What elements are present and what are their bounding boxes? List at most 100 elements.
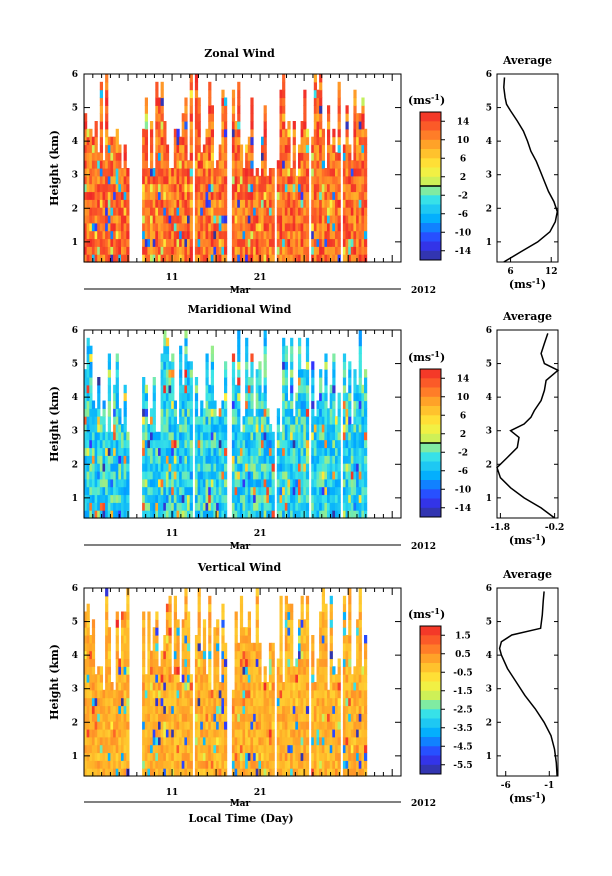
colorbar-band <box>420 195 441 205</box>
y-axis-label: Height (km) <box>48 386 61 462</box>
heatmap-field <box>84 330 368 519</box>
colorbar-band <box>420 250 441 261</box>
profile-y-tick-label: 5 <box>486 104 492 114</box>
colorbar-band <box>420 176 441 187</box>
colorbar-band <box>420 672 441 682</box>
colorbar-band <box>420 470 441 481</box>
month-label: Mar <box>230 286 251 296</box>
colorbar-unit-label: (ms-1) <box>408 606 445 621</box>
profile-y-tick-label: 2 <box>486 460 492 470</box>
colorbar-band <box>420 755 441 766</box>
colorbar-frame <box>419 625 442 775</box>
colorbar-band <box>420 158 441 168</box>
y-axis-label: Height (km) <box>48 130 61 206</box>
profile-x-label: (ms-1) <box>509 276 546 291</box>
y-tick-label: 6 <box>72 326 78 336</box>
profile-y-tick-label: 6 <box>486 70 492 80</box>
month-label: Mar <box>230 542 251 552</box>
colorbar-tick-label: 2 <box>460 430 466 440</box>
colorbar-tick-label: -4.5 <box>453 742 472 752</box>
profile-y-tick-label: 4 <box>486 393 492 403</box>
colorbar-band <box>420 139 441 150</box>
y-tick-label: 4 <box>72 137 78 147</box>
colorbar-band <box>420 480 441 490</box>
colorbar-unit-label: (ms-1) <box>408 92 445 107</box>
colorbar-band <box>420 121 441 131</box>
x-tick-label: 11 <box>166 273 179 283</box>
profile-y-tick-label: 4 <box>486 137 492 147</box>
x-tick-label: 21 <box>254 273 267 283</box>
y-tick-label: 3 <box>72 171 78 181</box>
colorbar-band <box>420 406 441 416</box>
year-label: 2012 <box>411 542 436 552</box>
profile-frame <box>496 73 559 263</box>
colorbar-band <box>420 424 441 435</box>
colorbar-tick-label: -0.5 <box>453 668 472 678</box>
colorbar-unit-label: (ms-1) <box>408 349 445 364</box>
panel-title: Maridional Wind <box>188 303 292 316</box>
average-profile: Average 1 2 3 4 5 6 -1.8 -0.2(ms-1) <box>486 310 565 547</box>
colorbar-tick-label: -2.5 <box>453 705 472 715</box>
profile-y-tick-label: 3 <box>486 171 492 181</box>
y-tick-label: 2 <box>72 204 78 214</box>
colorbar-band <box>420 213 441 224</box>
colorbar-band <box>420 443 441 453</box>
profile-x-tick-label: -1 <box>544 781 554 791</box>
profile-x-tick-label: -0.2 <box>545 523 564 533</box>
panel-2: Maridional Wind Height (km) 1 2 3 4 5 6 11 2 1 Mar 2… <box>48 303 564 552</box>
colorbar-tick-label: -14 <box>455 247 471 257</box>
colorbar-band <box>420 700 441 710</box>
colorbar-band <box>420 223 441 233</box>
x-tick-label: 11 <box>166 529 179 539</box>
colorbar-band <box>420 681 441 692</box>
y-tick-label: 4 <box>72 393 78 403</box>
colorbar-band <box>420 635 441 645</box>
profile-y-tick-label: 3 <box>486 427 492 437</box>
profile-y-tick-label: 3 <box>486 685 492 695</box>
y-tick-label: 1 <box>72 494 78 504</box>
colorbar-tick-label: 1.5 <box>455 631 471 641</box>
y-tick-label: 1 <box>72 752 78 762</box>
profile-y-tick-label: 1 <box>486 752 492 762</box>
colorbar-tick-label: 10 <box>457 136 470 146</box>
y-tick-label: 5 <box>72 618 78 628</box>
colorbar: 14 10 6 2 -2 -6 -10 -14 (ms-1) <box>408 349 471 518</box>
x-tick-label: 21 <box>254 788 267 798</box>
profile-y-tick-label: 5 <box>486 618 492 628</box>
profile-title: Average <box>502 568 552 581</box>
colorbar-tick-label: 14 <box>457 117 470 127</box>
colorbar-band <box>420 396 441 407</box>
panel-title: Zonal Wind <box>204 47 275 60</box>
average-profile: Average 1 2 3 4 5 6 -6 -1(ms-1) <box>486 568 559 805</box>
colorbar-band <box>420 653 441 664</box>
y-tick-label: 3 <box>72 685 78 695</box>
heatmap-field <box>84 74 368 263</box>
profile-y-tick-label: 5 <box>486 360 492 370</box>
colorbar-tick-label: 6 <box>460 154 466 164</box>
profile-line <box>496 333 560 519</box>
colorbar-band <box>420 186 441 196</box>
y-tick-label: 1 <box>72 238 78 248</box>
colorbar-band <box>420 746 441 756</box>
colorbar-band <box>420 764 441 775</box>
colorbar-band <box>420 415 441 425</box>
colorbar-tick-label: 10 <box>457 393 470 403</box>
profile-y-tick-label: 1 <box>486 494 492 504</box>
heatmap-field <box>84 588 368 777</box>
colorbar-band <box>420 737 441 747</box>
colorbar-band <box>420 507 441 518</box>
colorbar-band <box>420 167 441 178</box>
profile-x-tick-label: -6 <box>501 781 511 791</box>
year-label: 2012 <box>411 799 436 809</box>
profile-y-tick-label: 2 <box>486 204 492 214</box>
colorbar-tick-label: 2 <box>460 173 466 183</box>
profile-line <box>503 77 559 263</box>
colorbar-tick-label: 6 <box>460 411 466 421</box>
x-tick-label: 11 <box>166 788 179 798</box>
y-tick-label: 2 <box>72 718 78 728</box>
colorbar-band <box>420 149 441 159</box>
colorbar-band <box>420 727 441 738</box>
